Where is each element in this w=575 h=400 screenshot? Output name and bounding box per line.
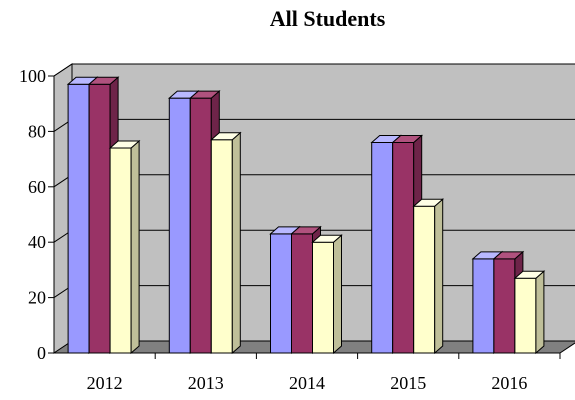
bar-front [88,83,111,354]
y-tick-label: 0 [37,343,46,363]
bar-front [189,97,212,354]
axes [48,75,561,359]
y-tick-label: 100 [19,66,46,86]
bar-side [333,234,342,355]
y-tick-labels: 0 20 40 60 80 100 [19,66,46,363]
bar-top [209,132,242,141]
bar-front [210,139,233,354]
x-tick-labels: 2012 2013 2014 2015 2016 [87,373,528,393]
bar-front [392,141,415,354]
bar-top [492,251,525,260]
gridline [53,63,575,77]
bars [66,76,546,355]
bar-top [87,76,120,85]
bar-front [109,147,132,354]
bar-side [434,198,444,355]
bar-top [513,270,546,279]
x-tick-label: 2016 [491,373,527,393]
bar-top [108,140,141,149]
x-tick-label: 2012 [87,373,123,393]
y-tick-label: 40 [28,232,46,252]
bar-front [312,241,334,354]
bar-2016-c [513,270,546,355]
bar-front [413,205,436,354]
bar-front [168,97,191,354]
x-tick-label: 2013 [188,373,224,393]
bar-2015-c [412,198,445,355]
bar-top [188,90,221,99]
bar-2012-c [108,139,141,355]
bar-front [493,258,516,354]
bar-top [311,234,343,243]
bar-side [130,139,140,355]
y-tick-label: 60 [28,177,46,197]
chart-title: All Students [269,6,386,31]
bar-top [412,198,445,207]
bar-top [391,134,424,143]
bar-front [270,233,292,354]
y-tick-label: 80 [28,121,46,141]
bar-top [290,226,322,235]
bar-front [514,277,537,354]
bar-front [67,83,90,354]
bar-side [535,270,545,355]
bar-side [231,131,241,355]
bar-2014-c [311,234,343,355]
x-tick-label: 2015 [390,373,426,393]
bar-front [291,233,313,354]
bar-front [472,258,495,354]
y-tick-label: 20 [28,288,46,308]
bar-2013-c [209,131,242,355]
bar-front [371,141,394,354]
x-tick-label: 2014 [289,373,325,393]
